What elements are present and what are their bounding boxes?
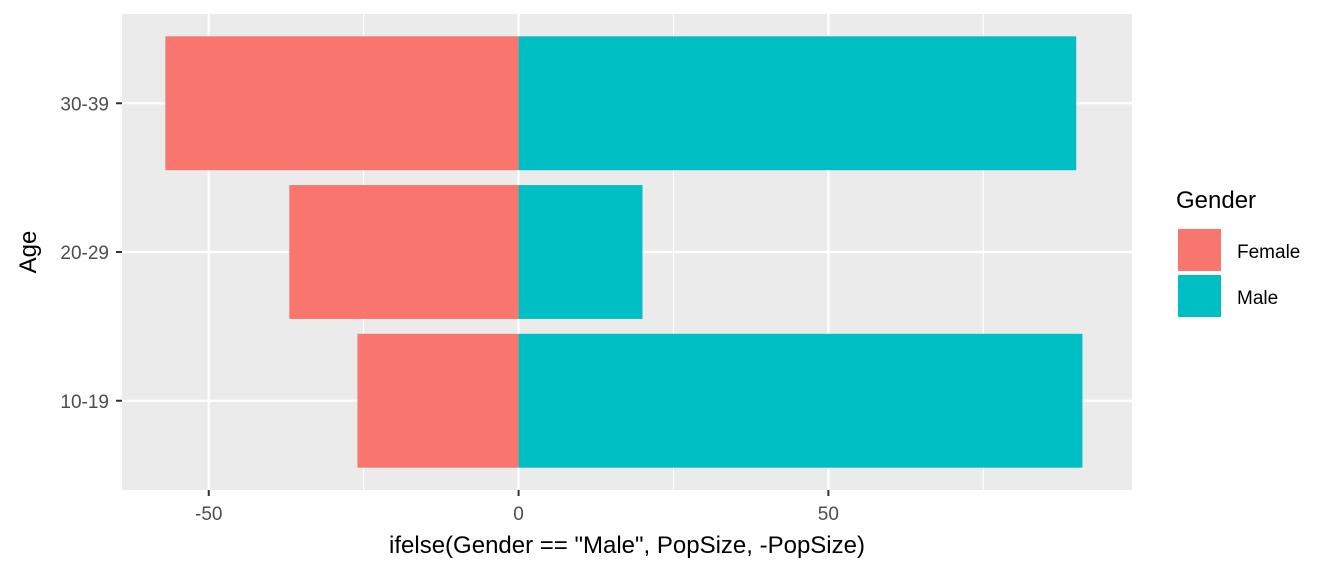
y-tick-label: 10-19	[60, 392, 109, 413]
legend-label-female: Female	[1237, 242, 1300, 263]
bar-male-20-29	[518, 185, 643, 319]
x-tick-label: 50	[818, 504, 839, 525]
bars	[165, 36, 1083, 468]
bar-male-30-39	[518, 36, 1077, 171]
legend-title: Gender	[1176, 187, 1256, 214]
bar-female-30-39	[165, 36, 519, 171]
y-axis-title: Age	[15, 231, 42, 274]
bar-female-20-29	[289, 185, 519, 319]
bar-female-10-19	[357, 333, 519, 468]
legend-key-female	[1178, 229, 1221, 271]
legend-label-male: Male	[1237, 288, 1278, 309]
y-axis: 10-19 20-29 30-39	[60, 94, 122, 413]
x-tick-label: 0	[513, 504, 524, 525]
y-tick-label: 20-29	[60, 243, 109, 264]
legend: Gender Female Male	[1176, 187, 1300, 317]
x-axis-title: ifelse(Gender == "Male", PopSize, -PopSi…	[389, 532, 865, 559]
x-tick-label: -50	[195, 504, 222, 525]
x-axis: -50 0 50	[195, 490, 839, 525]
bar-male-10-19	[518, 333, 1083, 468]
legend-key-male	[1178, 275, 1221, 317]
y-tick-label: 30-39	[60, 94, 109, 115]
